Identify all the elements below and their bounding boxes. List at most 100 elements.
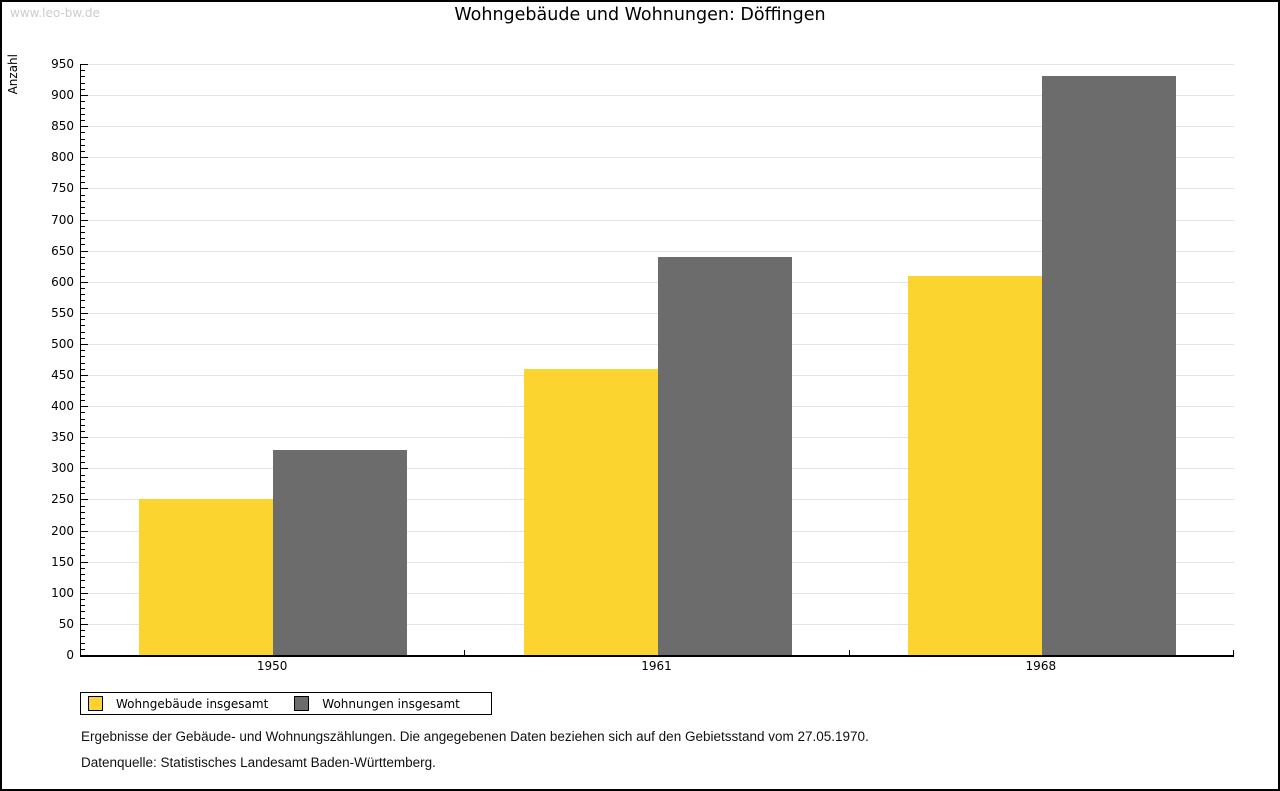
y-minor-tick (81, 412, 85, 414)
y-minor-tick (81, 474, 85, 476)
y-major-tick (81, 126, 88, 128)
gridline (81, 157, 1234, 159)
y-minor-tick (81, 113, 85, 115)
y-tick-label: 200 (51, 523, 74, 538)
legend-item: Wohnungen insgesamt (294, 696, 460, 711)
y-major-tick (81, 561, 88, 563)
bar (273, 449, 408, 655)
y-minor-tick (81, 630, 85, 632)
y-tick-label: 850 (51, 119, 74, 134)
gridline (81, 64, 1234, 65)
legend-label: Wohngebäude insgesamt (116, 696, 269, 711)
y-minor-tick (81, 300, 85, 302)
y-minor-tick (81, 493, 85, 495)
y-minor-tick (81, 648, 85, 650)
y-minor-tick (81, 487, 85, 489)
y-minor-tick (81, 225, 85, 227)
y-minor-tick (81, 381, 85, 383)
y-minor-tick (81, 518, 85, 520)
y-tick-label: 650 (51, 243, 74, 258)
legend: Wohngebäude insgesamt Wohnungen insgesamt (80, 692, 492, 715)
y-minor-tick (81, 175, 85, 177)
y-minor-tick (81, 263, 85, 265)
y-minor-tick (81, 144, 85, 146)
y-tick-label: 350 (51, 430, 74, 445)
y-tick-label: 400 (51, 399, 74, 414)
y-minor-tick (81, 536, 85, 538)
x-category-label: 1961 (641, 659, 672, 673)
y-minor-tick (81, 393, 85, 395)
y-minor-tick (81, 151, 85, 153)
y-minor-tick (81, 287, 85, 289)
y-minor-tick (81, 70, 85, 72)
y-tick-label: 300 (51, 461, 74, 476)
y-tick-label: 900 (51, 88, 74, 103)
bar (523, 368, 658, 655)
y-minor-tick (81, 119, 85, 121)
y-minor-tick (81, 505, 85, 507)
chart-title: Wohngebäude und Wohnungen: Döffingen (454, 5, 826, 25)
y-minor-tick (81, 368, 85, 370)
y-minor-tick (81, 543, 85, 545)
y-tick-label: 750 (51, 181, 74, 196)
bar (907, 275, 1042, 655)
y-minor-tick (81, 455, 85, 457)
y-minor-tick (81, 231, 85, 233)
y-minor-tick (81, 138, 85, 140)
y-minor-tick (81, 443, 85, 445)
legend-swatch (294, 696, 310, 711)
y-minor-tick (81, 480, 85, 482)
y-minor-tick (81, 213, 85, 215)
y-minor-tick (81, 424, 85, 426)
y-minor-tick (81, 294, 85, 296)
y-tick-label: 450 (51, 368, 74, 383)
y-major-tick (81, 655, 88, 656)
y-major-tick (81, 157, 88, 159)
y-minor-tick (81, 306, 85, 308)
y-tick-label: 550 (51, 305, 74, 320)
y-minor-tick (81, 567, 85, 569)
gridline (81, 219, 1234, 221)
x-category-label: 1968 (1025, 659, 1057, 673)
y-minor-tick (81, 325, 85, 327)
y-minor-tick (81, 356, 85, 358)
y-major-tick (81, 592, 88, 594)
y-tick-label: 950 (51, 57, 74, 71)
y-tick-label: 500 (51, 336, 74, 351)
y-major-tick (81, 343, 88, 345)
y-minor-tick (81, 337, 85, 339)
y-minor-tick (81, 256, 85, 258)
gridline (81, 250, 1234, 252)
y-tick-label: 100 (51, 585, 74, 600)
y-major-tick (81, 219, 88, 221)
bar (657, 256, 792, 655)
y-minor-tick (81, 182, 85, 184)
x-tick (848, 650, 850, 655)
y-minor-tick (81, 82, 85, 84)
y-minor-tick (81, 586, 85, 588)
y-major-tick (81, 437, 88, 439)
x-category-label: 1950 (256, 659, 288, 673)
y-minor-tick (81, 200, 85, 202)
y-minor-tick (81, 207, 85, 209)
y-minor-tick (81, 636, 85, 638)
y-tick-label: 250 (51, 492, 74, 507)
y-major-tick (81, 499, 88, 501)
y-minor-tick (81, 169, 85, 171)
plot-area (80, 64, 1234, 657)
y-tick-label: 800 (51, 150, 74, 165)
y-major-tick (81, 64, 88, 65)
y-major-tick (81, 188, 88, 190)
y-minor-tick (81, 555, 85, 557)
legend-item: Wohngebäude insgesamt (88, 696, 268, 711)
y-minor-tick (81, 319, 85, 321)
y-major-tick (81, 281, 88, 283)
y-minor-tick (81, 611, 85, 613)
y-minor-tick (81, 244, 85, 246)
y-minor-tick (81, 449, 85, 451)
y-minor-tick (81, 238, 85, 240)
footer-note: Ergebnisse der Gebäude- und Wohnungszähl… (81, 729, 869, 744)
bar (139, 499, 274, 655)
bar (1041, 76, 1176, 655)
